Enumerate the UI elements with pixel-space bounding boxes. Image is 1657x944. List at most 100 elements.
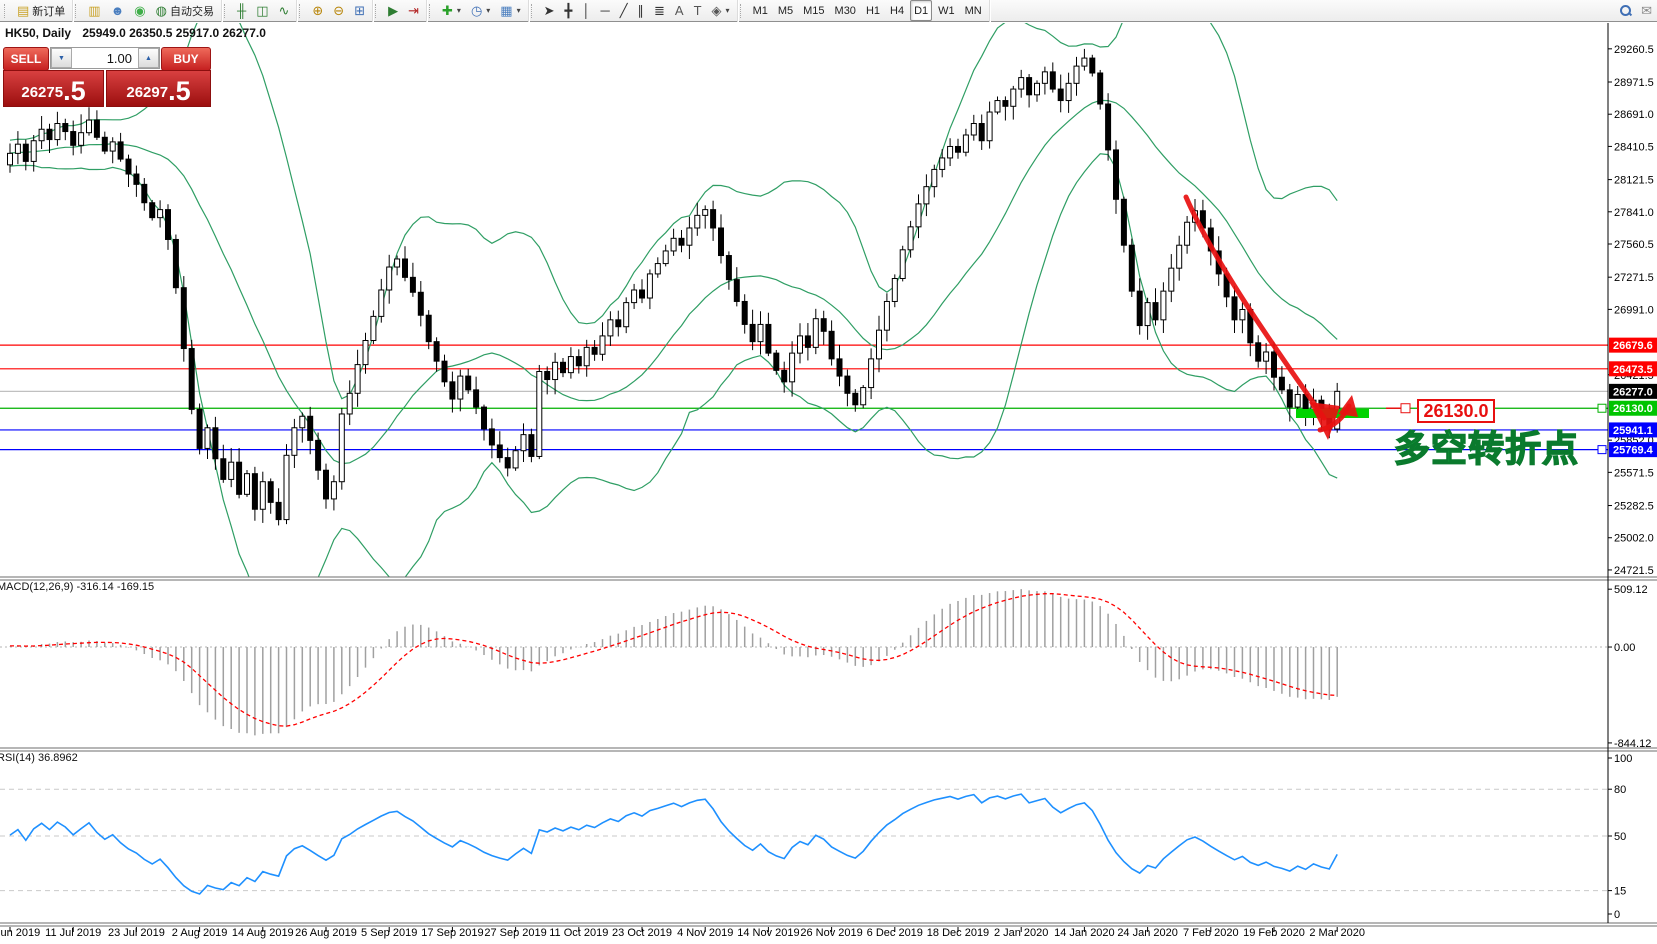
tile-windows-button-icon: ⊞: [354, 3, 366, 18]
candle-body: [30, 140, 37, 162]
date-label: 17 Sep 2019: [421, 927, 483, 939]
axis-tick-label: 27271.5: [1614, 272, 1654, 284]
candle-body: [244, 473, 250, 495]
timeframe-m15[interactable]: M15: [799, 0, 828, 21]
text-button[interactable]: A: [671, 0, 688, 21]
channel-button[interactable]: ∥: [634, 0, 649, 21]
fibonacci-button[interactable]: ≣: [650, 0, 669, 21]
candle-body: [14, 143, 21, 154]
periods-button-dropdown-caret[interactable]: ▾: [486, 6, 491, 15]
candle-body: [1263, 351, 1270, 362]
trendline-button[interactable]: ╱: [616, 0, 632, 21]
macd-pane: [0, 589, 1608, 736]
indicators-button-dropdown-caret[interactable]: ▾: [456, 6, 461, 15]
candle-body: [860, 387, 867, 406]
toolbar-grip: [530, 3, 535, 18]
volume-increase-button[interactable]: ▲: [138, 48, 159, 68]
templates-button-dropdown-caret[interactable]: ▾: [516, 6, 521, 15]
bar-chart-button[interactable]: ╫: [233, 0, 250, 21]
chart-shift-button[interactable]: ⇥: [404, 0, 423, 21]
timeframe-m30[interactable]: M30: [831, 0, 860, 21]
text-label-button-icon: T: [693, 3, 702, 18]
timeframe-m15-label: M15: [803, 4, 825, 17]
zoom-out-button-icon: ⊖: [333, 3, 345, 18]
zoom-in-button[interactable]: ⊕: [308, 0, 327, 21]
new-order-button[interactable]: ▤ 新订单: [13, 0, 69, 21]
timeframe-m5[interactable]: M5: [774, 0, 797, 21]
toolbar-grip: [223, 3, 228, 18]
timeframe-h1[interactable]: H1: [862, 0, 884, 21]
timeframe-h4[interactable]: H4: [886, 0, 908, 21]
autotrade-button[interactable]: ◍ 自动交易: [152, 0, 218, 21]
zoom-out-button[interactable]: ⊖: [329, 0, 348, 21]
candlestick-chart-button[interactable]: ◫: [252, 0, 272, 21]
horizontal-line-button[interactable]: ─: [596, 0, 613, 21]
chat-button[interactable]: ✉: [1637, 0, 1656, 21]
vertical-line-button[interactable]: │: [578, 0, 594, 21]
alerts-button[interactable]: ◉: [130, 0, 149, 21]
candle-body: [165, 209, 171, 240]
timeframe-mn-label: MN: [964, 4, 982, 17]
line-handle[interactable]: [1597, 445, 1607, 455]
trendline-button-icon: ╱: [619, 3, 628, 18]
sell-price-main: 26275: [21, 84, 64, 101]
date-axis[interactable]: 27 Jun 2019 11 Jul 2019 23 Jul 2019 2 Aug 2…: [0, 927, 1365, 939]
candle-body: [101, 136, 108, 152]
candle-body: [386, 266, 393, 291]
date-label: 7 Feb 2020: [1183, 927, 1239, 939]
auto-scroll-button[interactable]: ▶: [384, 0, 402, 21]
candle-body: [915, 203, 922, 228]
timeframe-d1[interactable]: D1: [910, 0, 933, 21]
candle-body: [78, 132, 85, 146]
indicators-button-icon: ✚: [442, 3, 453, 18]
sell-button[interactable]: SELL: [3, 47, 49, 71]
candle-body: [180, 287, 187, 350]
new-chart-button[interactable]: ▥: [84, 0, 104, 21]
candle-body: [686, 227, 693, 246]
timeframe-m1[interactable]: M1: [749, 0, 772, 21]
axis-tick-label: 25282.5: [1614, 501, 1654, 513]
timeframe-mn[interactable]: MN: [961, 0, 986, 21]
line-chart-button[interactable]: ∿: [274, 0, 293, 21]
buy-price[interactable]: 26297 .5: [106, 70, 211, 107]
timeframe-w1[interactable]: W1: [934, 0, 959, 21]
tile-windows-button[interactable]: ⊞: [350, 0, 369, 21]
annotation-text[interactable]: 多空转折点: [1393, 427, 1580, 470]
candle-body: [362, 339, 369, 366]
bar-chart-button-icon: ╫: [236, 3, 247, 18]
line-handle[interactable]: [1597, 403, 1607, 413]
buy-button[interactable]: BUY: [161, 47, 211, 71]
volume-decrease-button[interactable]: ▼: [51, 48, 72, 68]
candle-body: [520, 434, 527, 452]
candle-body: [1026, 77, 1033, 96]
candle-body: [307, 415, 314, 441]
shapes-button[interactable]: ◈ ▾: [708, 0, 734, 21]
crosshair-button-icon: ╋: [564, 3, 573, 18]
candle-body: [1278, 376, 1285, 391]
text-label-button[interactable]: T: [690, 0, 706, 21]
timeframe-h4-label: H4: [890, 4, 905, 17]
periods-button-icon: ◷: [470, 3, 483, 18]
candle-body: [797, 335, 803, 354]
search-button-icon: [1620, 5, 1632, 16]
templates-button[interactable]: ▦ ▾: [496, 0, 524, 21]
indicators-button[interactable]: ✚ ▾: [438, 0, 465, 21]
trend-arrow-line[interactable]: [1183, 194, 1327, 421]
search-button[interactable]: [1616, 0, 1635, 21]
buy-price-main: 26297: [126, 84, 169, 101]
shapes-button-dropdown-caret[interactable]: ▾: [725, 6, 730, 15]
sell-price[interactable]: 26275 .5: [3, 70, 104, 107]
crosshair-button[interactable]: ╋: [561, 0, 577, 21]
profiles-button[interactable]: ☻: [107, 0, 129, 21]
date-label: 2 Aug 2019: [172, 927, 228, 939]
date-label: 14 Jan 2020: [1054, 927, 1115, 939]
periods-button[interactable]: ◷ ▾: [467, 0, 494, 21]
price-callout[interactable]: 26130.0: [1417, 399, 1495, 423]
callout-anchor-handle[interactable]: [1400, 403, 1411, 414]
candle-body: [718, 227, 724, 257]
volume-input[interactable]: 1.00: [106, 50, 132, 66]
price-tag-26473.5: [1609, 361, 1657, 377]
cursor-button[interactable]: ➤: [540, 0, 559, 21]
candle-body: [1065, 82, 1072, 102]
candle-body: [378, 289, 385, 317]
